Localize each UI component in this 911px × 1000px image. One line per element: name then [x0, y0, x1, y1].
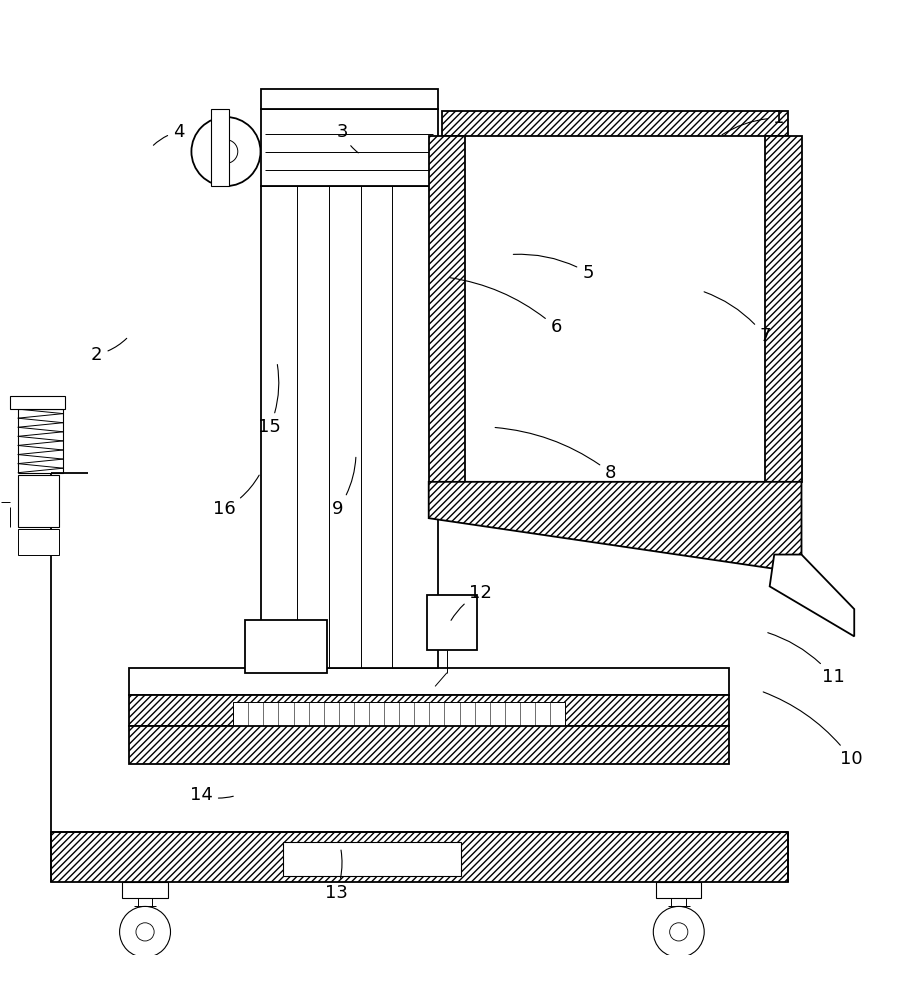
Bar — [655, 882, 701, 898]
Text: 4: 4 — [153, 123, 184, 145]
Bar — [439, 145, 462, 177]
Circle shape — [548, 730, 574, 755]
Bar — [128, 726, 728, 764]
Text: 14: 14 — [189, 786, 233, 804]
Circle shape — [479, 730, 505, 755]
Bar — [428, 136, 465, 482]
Text: 1: 1 — [722, 109, 783, 135]
Bar — [261, 186, 437, 668]
Polygon shape — [769, 555, 854, 636]
Bar — [442, 154, 456, 173]
Text: 3: 3 — [336, 123, 358, 153]
Bar — [17, 475, 58, 527]
Text: 15: 15 — [258, 365, 281, 436]
Text: 5: 5 — [513, 254, 593, 282]
Text: 2: 2 — [91, 338, 127, 364]
Bar — [210, 109, 229, 186]
Bar — [261, 109, 437, 186]
Circle shape — [669, 923, 687, 941]
Circle shape — [652, 906, 703, 957]
Bar — [122, 882, 168, 898]
Polygon shape — [428, 482, 801, 573]
Text: 9: 9 — [332, 457, 355, 518]
Text: 10: 10 — [763, 692, 862, 768]
Text: 13: 13 — [324, 850, 347, 902]
Circle shape — [191, 117, 261, 186]
Bar — [442, 111, 787, 136]
Circle shape — [514, 730, 539, 755]
Bar — [128, 695, 728, 726]
Bar — [261, 89, 437, 109]
Bar — [283, 842, 460, 876]
Bar — [233, 702, 565, 726]
Bar — [128, 668, 728, 695]
Circle shape — [583, 730, 608, 755]
Bar — [51, 832, 787, 882]
Text: 7: 7 — [703, 292, 770, 345]
Bar — [10, 396, 65, 409]
Bar — [245, 620, 326, 673]
Bar — [17, 529, 58, 555]
Circle shape — [119, 906, 170, 957]
Bar — [426, 595, 476, 650]
Text: 16: 16 — [212, 475, 259, 518]
Text: 11: 11 — [767, 633, 844, 686]
Bar — [764, 136, 801, 482]
Text: 8: 8 — [495, 427, 616, 482]
Text: 6: 6 — [449, 278, 561, 336]
Circle shape — [136, 923, 154, 941]
Circle shape — [214, 140, 238, 163]
Text: 12: 12 — [451, 584, 491, 620]
